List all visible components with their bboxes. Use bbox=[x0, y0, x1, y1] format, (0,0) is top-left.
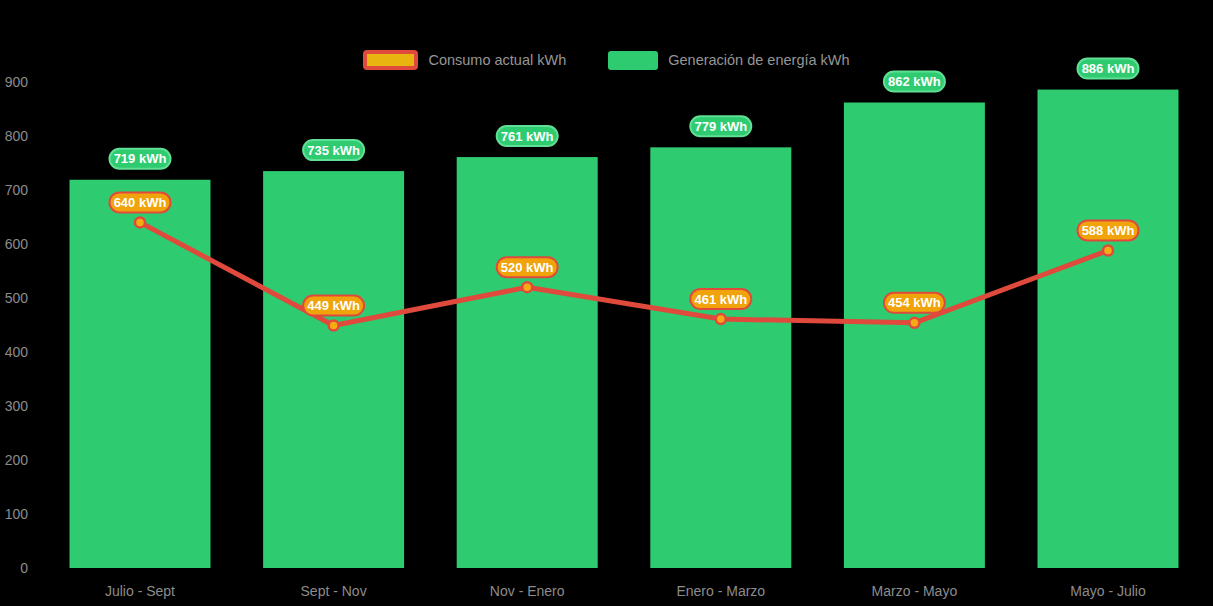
x-axis-category-label: Julio - Sept bbox=[105, 583, 175, 599]
generation-bar[interactable] bbox=[844, 103, 985, 568]
y-axis-tick-label: 100 bbox=[5, 506, 29, 522]
consumption-point[interactable] bbox=[909, 318, 919, 328]
bar-value-badge-text: 886 kWh bbox=[1082, 61, 1135, 76]
x-axis-category-label: Nov - Enero bbox=[490, 583, 565, 599]
x-axis-category-label: Enero - Marzo bbox=[676, 583, 765, 599]
consumption-point[interactable] bbox=[716, 314, 726, 324]
line-value-badge-text: 454 kWh bbox=[888, 295, 941, 310]
y-axis-tick-label: 400 bbox=[5, 344, 29, 360]
generation-bar[interactable] bbox=[70, 180, 211, 568]
consumption-point[interactable] bbox=[329, 321, 339, 331]
y-axis-tick-label: 600 bbox=[5, 236, 29, 252]
x-axis-category-label: Sept - Nov bbox=[301, 583, 367, 599]
bar-value-badge-text: 719 kWh bbox=[114, 151, 167, 166]
generation-bar[interactable] bbox=[650, 147, 791, 568]
line-value-badge-text: 461 kWh bbox=[694, 292, 747, 307]
line-value-badge-text: 588 kWh bbox=[1082, 223, 1135, 238]
chart-canvas: 0 100 200 300 400 500 600 700 800 900 Julio - Sept… bbox=[0, 0, 1213, 606]
bar-value-badge-text: 761 kWh bbox=[501, 129, 554, 144]
line-value-badge-text: 449 kWh bbox=[307, 298, 360, 313]
line-value-badge-text: 520 kWh bbox=[501, 260, 554, 275]
x-axis-category-label: Marzo - Mayo bbox=[872, 583, 958, 599]
consumption-point[interactable] bbox=[135, 217, 145, 227]
bar-value-badge-text: 735 kWh bbox=[307, 143, 360, 158]
generation-bar[interactable] bbox=[1038, 90, 1179, 568]
generation-bar[interactable] bbox=[263, 171, 404, 568]
y-axis-tick-label: 800 bbox=[5, 128, 29, 144]
generation-bar[interactable] bbox=[457, 157, 598, 568]
consumption-point[interactable] bbox=[522, 282, 532, 292]
energy-consumption-chart: Consumo actual kWh Generación de energía… bbox=[0, 0, 1213, 606]
bar-value-badge-text: 779 kWh bbox=[694, 119, 747, 134]
y-axis-tick-label: 900 bbox=[5, 74, 29, 90]
x-axis-category-label: Mayo - Julio bbox=[1070, 583, 1146, 599]
y-axis-tick-label: 200 bbox=[5, 452, 29, 468]
y-axis-tick-label: 0 bbox=[20, 560, 28, 576]
y-axis-tick-label: 700 bbox=[5, 182, 29, 198]
bar-value-badge-text: 862 kWh bbox=[888, 74, 941, 89]
consumption-point[interactable] bbox=[1103, 245, 1113, 255]
y-axis-tick-label: 300 bbox=[5, 398, 29, 414]
line-value-badge-text: 640 kWh bbox=[114, 195, 167, 210]
y-axis-tick-label: 500 bbox=[5, 290, 29, 306]
